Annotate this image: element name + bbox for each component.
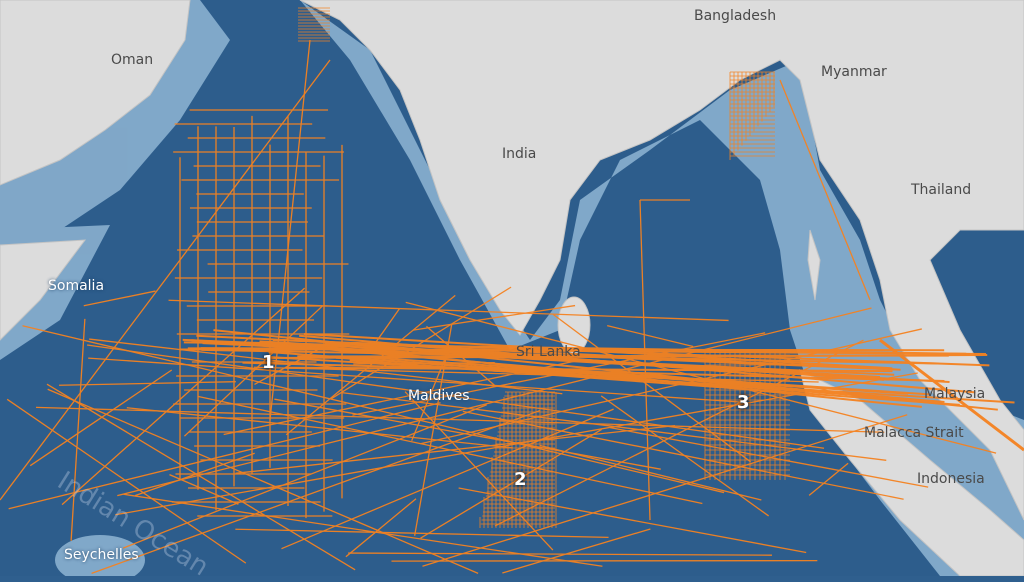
- label-oman: Oman: [111, 52, 153, 68]
- label-sri-lanka: Sri Lanka: [516, 344, 581, 360]
- label-indonesia: Indonesia: [917, 471, 985, 487]
- label-india: India: [502, 146, 536, 162]
- label-seychelles: Seychelles: [64, 547, 139, 563]
- zone-1-label[interactable]: 1: [262, 352, 275, 373]
- zone-3-label[interactable]: 3: [737, 392, 750, 413]
- label-malaysia: Malaysia: [924, 386, 985, 402]
- label-maldives: Maldives: [408, 388, 470, 404]
- label-somalia: Somalia: [48, 278, 104, 294]
- label-thailand: Thailand: [911, 182, 971, 198]
- label-malacca-strait: Malacca Strait: [864, 425, 964, 441]
- label-bangladesh: Bangladesh: [694, 8, 776, 24]
- zone-2-label[interactable]: 2: [514, 469, 527, 490]
- label-myanmar: Myanmar: [821, 64, 887, 80]
